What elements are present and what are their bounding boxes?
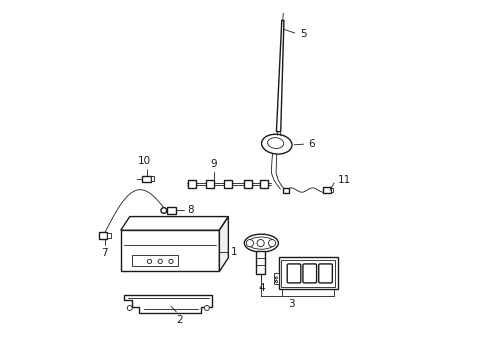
Ellipse shape xyxy=(267,138,283,148)
Text: 3: 3 xyxy=(287,299,294,309)
Bar xyxy=(224,180,231,188)
Bar xyxy=(256,251,265,274)
Circle shape xyxy=(147,259,151,264)
Bar xyxy=(142,176,151,182)
FancyBboxPatch shape xyxy=(286,264,300,283)
Bar xyxy=(330,188,333,192)
Circle shape xyxy=(275,277,277,279)
Text: 1: 1 xyxy=(230,247,237,257)
Text: 5: 5 xyxy=(300,29,306,39)
Ellipse shape xyxy=(246,239,253,247)
Bar xyxy=(188,180,196,188)
Text: 11: 11 xyxy=(337,175,350,185)
Ellipse shape xyxy=(244,234,278,252)
Text: 8: 8 xyxy=(187,206,193,216)
Polygon shape xyxy=(276,21,284,132)
Bar xyxy=(107,233,110,238)
Circle shape xyxy=(127,306,132,311)
Circle shape xyxy=(275,280,277,283)
FancyBboxPatch shape xyxy=(318,264,332,283)
Bar xyxy=(274,273,278,284)
Circle shape xyxy=(161,208,166,213)
Ellipse shape xyxy=(247,237,274,249)
Text: 10: 10 xyxy=(137,156,150,166)
Bar xyxy=(131,255,178,266)
Bar xyxy=(167,207,176,214)
Bar xyxy=(281,260,335,287)
Circle shape xyxy=(204,306,209,311)
Bar xyxy=(151,176,154,181)
Bar xyxy=(278,257,337,289)
Ellipse shape xyxy=(268,239,275,247)
Bar xyxy=(206,180,214,188)
Bar xyxy=(283,188,288,193)
Ellipse shape xyxy=(261,134,291,154)
Polygon shape xyxy=(219,217,228,271)
Bar xyxy=(322,187,330,193)
Text: 4: 4 xyxy=(258,283,264,293)
Text: 7: 7 xyxy=(101,248,108,258)
Polygon shape xyxy=(121,217,228,230)
Bar xyxy=(244,180,251,188)
Circle shape xyxy=(158,259,162,264)
Polygon shape xyxy=(124,295,212,313)
Circle shape xyxy=(168,259,173,264)
Bar xyxy=(99,232,107,239)
Text: 2: 2 xyxy=(176,315,182,325)
FancyBboxPatch shape xyxy=(303,264,316,283)
Bar xyxy=(260,180,267,188)
Bar xyxy=(121,230,219,271)
Text: 9: 9 xyxy=(210,159,217,169)
Text: 6: 6 xyxy=(308,139,314,149)
Ellipse shape xyxy=(257,239,264,247)
